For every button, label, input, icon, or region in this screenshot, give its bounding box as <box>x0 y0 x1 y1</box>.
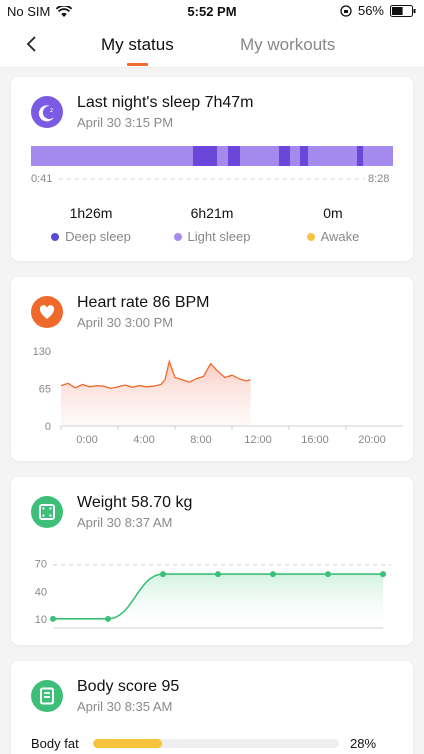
y-tick-label: 0 <box>45 421 51 433</box>
x-tick-label: 16:00 <box>301 434 329 446</box>
heart-rate-timestamp: April 30 3:00 PM <box>77 315 174 330</box>
status-bar: No SIM 5:52 PM 56% <box>0 0 424 22</box>
y-tick-label: 65 <box>39 384 51 396</box>
heart-rate-card[interactable]: Heart rate 86 BPM April 30 3:00 PM 130 65… <box>11 277 413 461</box>
x-tick-label: 4:00 <box>133 434 154 446</box>
heart-rate-title: Heart rate 86 BPM <box>77 294 210 311</box>
weight-point <box>105 615 111 622</box>
sleep-deep-segment <box>357 146 363 166</box>
weight-timestamp: April 30 8:37 AM <box>77 515 173 530</box>
sleep-stat-value: 1h26m <box>69 205 113 221</box>
sleep-moon-icon: z <box>31 96 63 128</box>
status-left: No SIM <box>7 4 73 19</box>
weight-chart: 70 40 10 <box>35 559 391 629</box>
sleep-timestamp: April 30 3:15 PM <box>77 115 174 130</box>
active-tab-indicator <box>127 63 148 66</box>
weight-line <box>53 573 383 620</box>
weight-point <box>325 571 331 578</box>
weight-area <box>53 574 383 628</box>
battery-percent: 56% <box>357 3 384 18</box>
tab-my-workouts[interactable]: My workouts <box>240 35 336 54</box>
wifi-icon <box>56 5 73 17</box>
body-score-card[interactable]: Body score 95 April 30 8:35 AM Body fat … <box>11 661 413 754</box>
light-sleep-dot <box>173 232 182 241</box>
body-score-timestamp: April 30 8:35 AM <box>77 699 173 714</box>
heart-icon <box>31 296 63 328</box>
sleep-deep-segment <box>300 146 308 166</box>
sleep-stat-label: Deep sleep <box>65 229 131 244</box>
sleep-stat-value: 0m <box>323 205 343 221</box>
sleep-title: Last night's sleep 7h47m <box>77 94 254 111</box>
body-fat-percent: 28% <box>350 736 377 751</box>
body-fat-fill <box>93 739 162 748</box>
x-tick-label: 12:00 <box>244 434 272 446</box>
sleep-stat-label: Awake <box>320 229 360 244</box>
awake-dot <box>306 232 315 241</box>
battery-icon <box>390 4 416 17</box>
weight-title: Weight 58.70 kg <box>77 494 193 511</box>
sleep-timeline <box>31 146 393 186</box>
sleep-deep-segment <box>228 146 240 166</box>
weight-point <box>270 571 276 578</box>
x-tick-label: 20:00 <box>358 434 386 446</box>
weight-point <box>50 615 56 622</box>
heart-rate-line <box>60 359 251 390</box>
top-nav: My status My workouts <box>0 22 424 68</box>
x-tick-label: 8:00 <box>190 434 211 446</box>
orientation-lock-icon <box>340 4 352 17</box>
sleep-stat-deep: 1h26m Deep sleep <box>36 205 146 244</box>
body-fat-label: Body fat <box>31 736 79 751</box>
y-tick-label: 70 <box>35 559 47 571</box>
carrier-label: No SIM <box>7 4 51 19</box>
y-tick-label: 40 <box>35 586 47 598</box>
weight-point <box>160 571 166 578</box>
body-fat-bar <box>93 739 339 748</box>
clock: 5:52 PM <box>187 4 237 19</box>
y-tick-label: 10 <box>35 614 47 626</box>
sleep-end-time: 8:28 <box>368 173 390 185</box>
sleep-card[interactable]: z Last night's sleep 7h47m April 30 3:15… <box>11 77 413 261</box>
weight-point <box>380 571 386 578</box>
sleep-stat-light: 6h21m Light sleep <box>157 205 267 244</box>
deep-sleep-dot <box>51 232 60 241</box>
body-score-title: Body score 95 <box>77 678 180 695</box>
x-tick-label: 0:00 <box>76 434 97 446</box>
scale-icon <box>31 496 63 528</box>
tab-my-status[interactable]: My status <box>101 35 174 54</box>
weight-point <box>215 571 221 578</box>
svg-text:z: z <box>50 107 53 114</box>
body-report-icon <box>31 680 63 712</box>
sleep-deep-segment <box>193 146 217 166</box>
weight-card[interactable]: Weight 58.70 kg April 30 8:37 AM 70 40 10 <box>11 477 413 645</box>
sleep-start-time: 0:41 <box>31 173 53 185</box>
heart-rate-chart: 130 65 0 0:00 4:00 8:00 12:00 16:00 20:00 <box>33 346 403 446</box>
status-right: 56% <box>340 3 416 18</box>
sleep-stat-label: Light sleep <box>187 229 251 244</box>
back-chevron-icon[interactable] <box>20 32 44 56</box>
y-tick-label: 130 <box>33 346 51 358</box>
sleep-deep-segment <box>279 146 290 166</box>
heart-rate-area <box>61 361 251 426</box>
sleep-stat-awake: 0m Awake <box>278 205 388 244</box>
sleep-stat-value: 6h21m <box>190 205 234 221</box>
